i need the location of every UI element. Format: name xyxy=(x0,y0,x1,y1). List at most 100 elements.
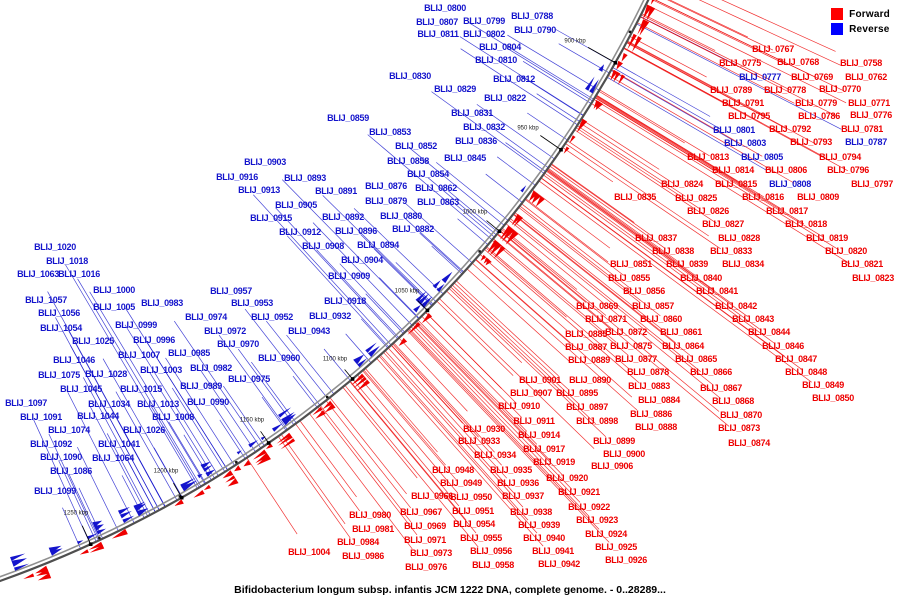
gene-label: BLIJ_0874 xyxy=(728,438,770,448)
gene-label: BLIJ_0924 xyxy=(585,529,627,539)
gene-label: BLIJ_0897 xyxy=(566,402,608,412)
forward-swatch xyxy=(831,8,844,20)
gene-label: BLIJ_1004 xyxy=(288,547,330,557)
gene-label: BLIJ_0887 xyxy=(565,342,607,352)
gene-label: BLIJ_1028 xyxy=(85,369,127,379)
gene-label: BLIJ_0907 xyxy=(510,388,552,398)
gene-label: BLIJ_0856 xyxy=(623,286,665,296)
gene-label: BLIJ_1007 xyxy=(118,350,160,360)
gene-label: BLIJ_0891 xyxy=(315,186,357,196)
gene-label: BLIJ_0776 xyxy=(850,110,892,120)
gene-label: BLIJ_0967 xyxy=(400,507,442,517)
gene-label: BLIJ_1000 xyxy=(93,285,135,295)
gene-label: BLIJ_0781 xyxy=(841,124,883,134)
gene-label: BLIJ_0986 xyxy=(342,551,384,561)
gene-label: BLIJ_0771 xyxy=(848,98,890,108)
gene-label: BLIJ_0862 xyxy=(415,183,457,193)
gene-label: BLIJ_0896 xyxy=(335,226,377,236)
gene-label: BLIJ_0779 xyxy=(795,98,837,108)
gene-label: BLIJ_1086 xyxy=(50,466,92,476)
gene-label: BLIJ_0820 xyxy=(825,246,867,256)
gene-label: BLIJ_1090 xyxy=(40,452,82,462)
gene-label: BLIJ_0943 xyxy=(288,326,330,336)
gene-label: BLIJ_0910 xyxy=(498,401,540,411)
gene-label: BLIJ_0845 xyxy=(444,153,486,163)
gene-label: BLIJ_0870 xyxy=(720,410,762,420)
gene-label: BLIJ_0855 xyxy=(608,273,650,283)
gene-label: BLIJ_1097 xyxy=(5,398,47,408)
gene-label: BLIJ_0892 xyxy=(322,212,364,222)
gene-label: BLIJ_0795 xyxy=(728,111,770,121)
gene-label: BLIJ_0830 xyxy=(389,71,431,81)
gene-label: BLIJ_0877 xyxy=(615,354,657,364)
gene-label: BLIJ_0984 xyxy=(337,537,379,547)
gene-label: BLIJ_0932 xyxy=(309,311,351,321)
position-tick-label: 1150 kbp xyxy=(240,418,265,424)
genome-caption: Bifidobacterium longum subsp. infantis J… xyxy=(234,584,666,596)
gene-label: BLIJ_0935 xyxy=(490,465,532,475)
gene-labels-layer: BLIJ_0800 BLIJ_0807 BLIJ_0799 BLIJ_0788 BLIJ… xyxy=(5,3,894,572)
gene-label: BLIJ_0919 xyxy=(533,457,575,467)
position-tick-label: 950 kbp xyxy=(517,126,539,132)
gene-label: BLIJ_0911 xyxy=(513,416,555,426)
gene-label: BLIJ_0787 xyxy=(845,137,887,147)
gene-label: BLIJ_0903 xyxy=(244,157,286,167)
gene-label: BLIJ_0954 xyxy=(453,519,495,529)
gene-label: BLIJ_0942 xyxy=(538,559,580,569)
gene-label: BLIJ_0918 xyxy=(324,296,366,306)
gene-label: BLIJ_0829 xyxy=(434,84,476,94)
gene-label: BLIJ_0900 xyxy=(603,449,645,459)
gene-label: BLIJ_0768 xyxy=(777,57,819,67)
gene-label: BLIJ_0966 xyxy=(411,491,453,501)
forward-label: Forward xyxy=(849,8,890,20)
gene-label: BLIJ_0990 xyxy=(187,397,229,407)
gene-label: BLIJ_0973 xyxy=(410,548,452,558)
gene-label: BLIJ_0796 xyxy=(827,165,869,175)
gene-label: BLIJ_0849 xyxy=(802,380,844,390)
legend-forward: Forward xyxy=(831,8,890,20)
gene-label: BLIJ_1057 xyxy=(25,295,67,305)
gene-label: BLIJ_0983 xyxy=(141,298,183,308)
gene-label: BLIJ_0878 xyxy=(627,367,669,377)
gene-label: BLIJ_1015 xyxy=(120,384,162,394)
gene-label: BLIJ_0956 xyxy=(470,546,512,556)
gene-label: BLIJ_0890 xyxy=(569,375,611,385)
gene-label: BLIJ_0799 xyxy=(463,16,505,26)
gene-label: BLIJ_0985 xyxy=(168,348,210,358)
gene-label: BLIJ_0827 xyxy=(702,219,744,229)
gene-label: BLIJ_0934 xyxy=(474,450,516,460)
gene-label: BLIJ_0797 xyxy=(851,179,893,189)
gene-label: BLIJ_0914 xyxy=(518,430,560,440)
gene-label: BLIJ_0901 xyxy=(519,375,561,385)
gene-label: BLIJ_0922 xyxy=(568,502,610,512)
gene-label: BLIJ_0778 xyxy=(764,85,806,95)
gene-label: BLIJ_0826 xyxy=(687,206,729,216)
gene-label: BLIJ_0951 xyxy=(452,506,494,516)
gene-label: BLIJ_1063 xyxy=(17,269,59,279)
gene-label: BLIJ_0982 xyxy=(190,363,232,373)
gene-label: BLIJ_0807 xyxy=(416,17,458,27)
gene-label: BLIJ_0917 xyxy=(523,444,565,454)
gene-label: BLIJ_0884 xyxy=(638,395,680,405)
gene-label: BLIJ_0800 xyxy=(424,3,466,13)
gene-label: BLIJ_0815 xyxy=(715,179,757,189)
gene-label: BLIJ_0972 xyxy=(204,326,246,336)
gene-label: BLIJ_0831 xyxy=(451,108,493,118)
gene-label: BLIJ_0804 xyxy=(479,42,521,52)
gene-label: BLIJ_0810 xyxy=(475,55,517,65)
gene-label: BLIJ_0805 xyxy=(741,152,783,162)
gene-label: BLIJ_0971 xyxy=(404,535,446,545)
gene-label: BLIJ_0866 xyxy=(690,367,732,377)
gene-label: BLIJ_0802 xyxy=(463,29,505,39)
gene-label: BLIJ_1064 xyxy=(92,453,134,463)
gene-label: BLIJ_0808 xyxy=(769,179,811,189)
gene-label: BLIJ_0824 xyxy=(661,179,703,189)
gene-label: BLIJ_0821 xyxy=(841,259,883,269)
gene-label: BLIJ_0833 xyxy=(710,246,752,256)
gene-label: BLIJ_0950 xyxy=(450,492,492,502)
gene-label: BLIJ_0860 xyxy=(640,314,682,324)
gene-label: BLIJ_0794 xyxy=(819,152,861,162)
gene-label: BLIJ_0969 xyxy=(404,521,446,531)
gene-label: BLIJ_0905 xyxy=(275,200,317,210)
